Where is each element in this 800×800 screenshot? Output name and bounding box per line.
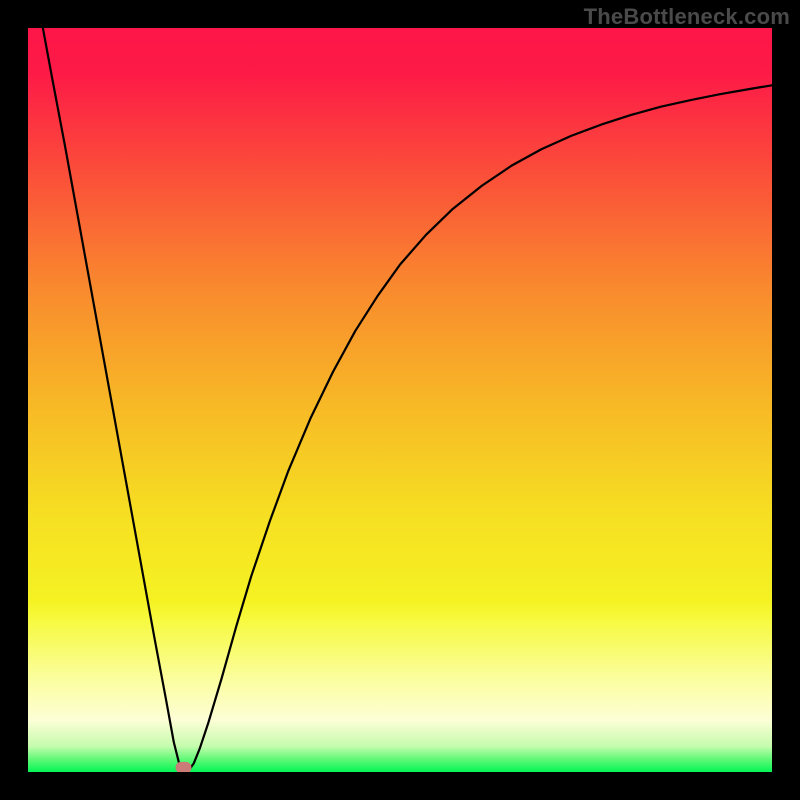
watermark-text: TheBottleneck.com (584, 4, 790, 30)
chart-frame: TheBottleneck.com (0, 0, 800, 800)
chart-background (28, 28, 772, 772)
chart-svg (28, 28, 772, 772)
plot-area (28, 28, 772, 772)
min-marker (176, 762, 191, 772)
